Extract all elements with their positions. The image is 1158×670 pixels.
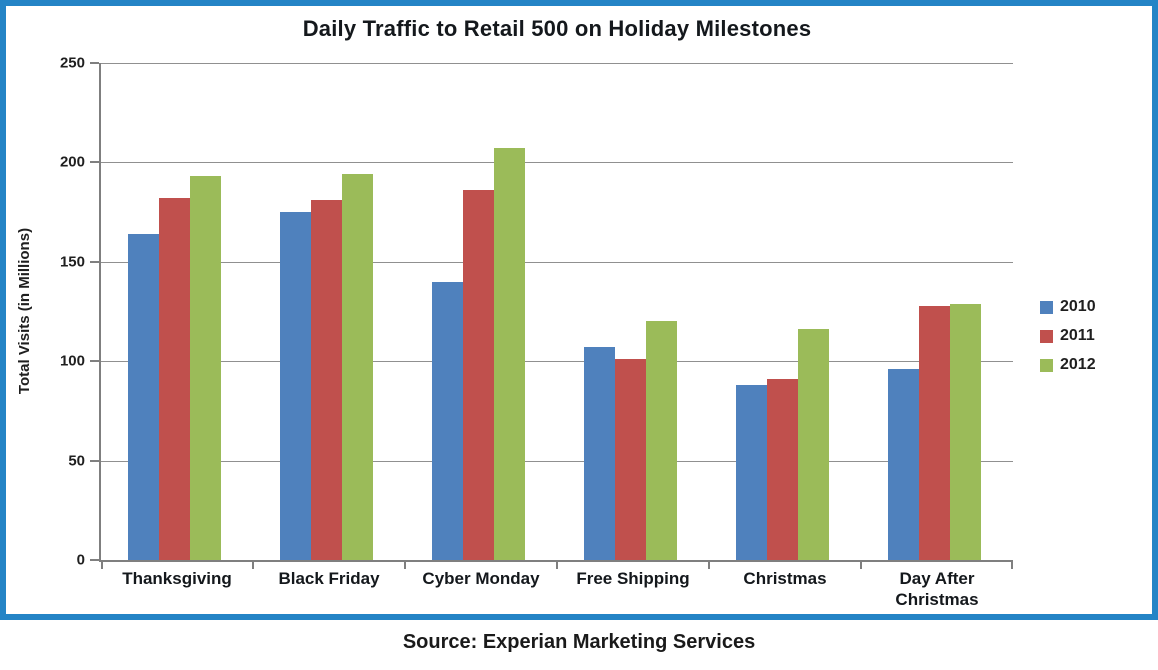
x-category-label-cyber-monday: Cyber Monday <box>405 568 557 589</box>
x-tick-mark-6 <box>1011 562 1013 569</box>
y-axis-title: Total Visits (in Millions) <box>16 227 33 395</box>
x-category-label-text: Christmas <box>743 569 827 588</box>
x-category-label-thanksgiving: Thanksgiving <box>101 568 253 589</box>
y-axis-line <box>99 63 101 560</box>
x-tick-mark-4 <box>708 562 710 569</box>
legend-label-2012: 2012 <box>1060 356 1096 373</box>
y-tick-label-250: 250 <box>59 54 85 72</box>
x-category-label-text: Thanksgiving <box>122 569 232 588</box>
y-tick-label-100: 100 <box>59 352 85 370</box>
bar-2010-black-friday <box>280 212 311 560</box>
bar-2011-black-friday <box>311 200 342 560</box>
y-tick-label-150: 150 <box>59 253 85 271</box>
x-category-label-text: Black Friday <box>278 569 380 588</box>
bar-2010-free-shipping <box>584 347 615 560</box>
bar-2011-cyber-monday <box>463 190 494 560</box>
x-category-label-free-shipping: Free Shipping <box>557 568 709 589</box>
bar-2011-christmas <box>767 379 798 560</box>
plot-area: 0 50 100 150 200 250 Thanksgiving Black Friday C… <box>60 55 1013 609</box>
bar-2012-cyber-monday <box>494 148 525 560</box>
x-category-label-christmas: Christmas <box>709 568 861 589</box>
gridline-250 <box>101 63 1013 64</box>
y-tick-mark-200 <box>90 161 99 164</box>
x-axis-line <box>99 560 1013 562</box>
legend-item-2010: 2010 <box>1040 298 1096 316</box>
x-category-label-text: Cyber Monday <box>422 569 540 588</box>
bar-2010-christmas <box>736 385 767 560</box>
y-tick-mark-0 <box>90 559 99 561</box>
x-tick-mark-5 <box>860 562 862 569</box>
y-tick-mark-50 <box>90 459 99 462</box>
x-tick-mark-3 <box>556 562 558 569</box>
bar-2012-day-after-christmas <box>950 303 981 560</box>
source-caption: Source: Experian Marketing Services <box>402 631 756 653</box>
y-tick-label-200: 200 <box>59 153 85 171</box>
legend-label-2011: 2011 <box>1060 327 1095 344</box>
gridline-50 <box>101 460 1013 462</box>
x-tick-mark-1 <box>252 562 254 569</box>
gridline-150 <box>101 261 1013 263</box>
y-tick-mark-250 <box>90 62 99 64</box>
bar-2011-free-shipping <box>615 359 646 560</box>
x-category-label-text: Free Shipping <box>576 569 690 588</box>
x-tick-mark-0 <box>101 562 103 569</box>
legend-swatch-2011 <box>1040 329 1053 343</box>
legend-swatch-2010 <box>1040 300 1053 314</box>
bar-2012-black-friday <box>342 174 373 560</box>
x-category-label-day-after-christmas: Day After Christmas <box>861 568 1013 611</box>
legend-item-2011: 2011 <box>1040 327 1096 345</box>
bar-2010-day-after-christmas <box>888 369 919 560</box>
chart-title: Daily Traffic to Retail 500 on Holiday M… <box>302 16 812 41</box>
bar-2010-cyber-monday <box>432 281 463 560</box>
x-tick-mark-2 <box>404 562 406 569</box>
legend-label-2010: 2010 <box>1060 298 1096 315</box>
legend: 2010 2011 2012 <box>1040 298 1096 374</box>
bar-2012-thanksgiving <box>190 176 221 560</box>
bar-2012-free-shipping <box>646 321 677 560</box>
y-tick-label-50: 50 <box>68 452 85 470</box>
gridline-200 <box>101 162 1013 164</box>
y-tick-mark-100 <box>90 360 99 363</box>
gridline-100 <box>101 361 1013 363</box>
chart-frame: Daily Traffic to Retail 500 on Holiday M… <box>0 0 1158 620</box>
y-tick-mark-150 <box>90 260 99 263</box>
x-category-label-text: Day After Christmas <box>895 569 979 610</box>
legend-item-2012: 2012 <box>1040 356 1096 374</box>
legend-swatch-2012 <box>1040 358 1053 372</box>
bar-2010-thanksgiving <box>128 233 159 560</box>
y-tick-label-0: 0 <box>76 551 85 569</box>
x-category-label-black-friday: Black Friday <box>253 568 405 589</box>
bar-2011-day-after-christmas <box>919 305 950 560</box>
bar-2012-christmas <box>798 329 829 560</box>
bar-2011-thanksgiving <box>159 198 190 560</box>
